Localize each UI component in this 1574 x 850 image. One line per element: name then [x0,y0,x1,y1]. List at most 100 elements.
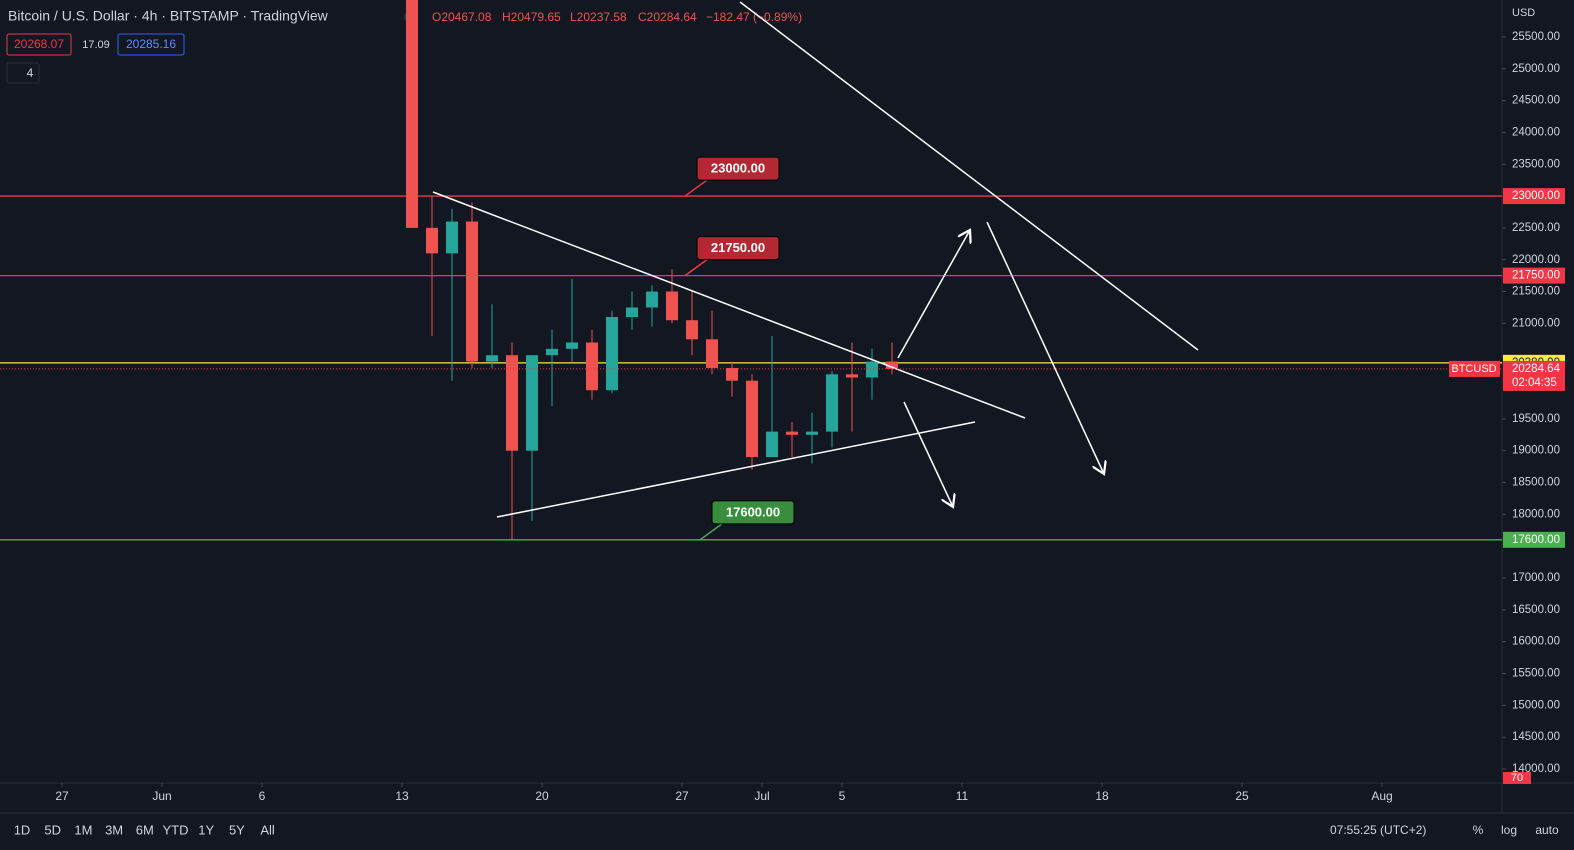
range-button[interactable]: 1D [14,822,31,837]
candle-body [506,355,518,451]
change: −182.47 (−0.89%) [706,10,802,24]
level-axis-tag [1503,531,1565,548]
candle-body [426,227,438,254]
candle-body [706,339,718,368]
candles [406,0,898,540]
candle-body [586,342,598,391]
percent-toggle[interactable]: % [1473,823,1484,837]
y-tick-label: 25500.00 [1512,31,1560,43]
x-tick-label: 27 [675,789,689,803]
y-tick-label: 19000.00 [1512,445,1560,457]
y-tick-label: 16500.00 [1512,604,1560,616]
candle-body [446,221,458,254]
y-tick-label: 14500.00 [1512,731,1560,743]
ask: 20285.16 [126,37,176,51]
range-button[interactable]: 3M [105,822,123,837]
range-button[interactable]: 5D [44,822,61,837]
callout-label: 17600.00 [726,504,780,519]
candle-body [806,431,818,435]
countdown: 02:04:35 [1512,377,1557,389]
currency[interactable]: USD [1512,7,1535,19]
range-button[interactable]: 5Y [229,822,245,837]
candle-body [786,431,798,435]
candle-body [626,307,638,318]
ohlc: C20284.64 [638,10,697,24]
ask-box[interactable] [117,33,185,56]
y-tick-label: 24500.00 [1512,95,1560,107]
level-axis-label: 23000.00 [1512,190,1560,202]
last-price-label: 20284.64 [1512,363,1561,375]
symbol-tag [1449,360,1500,377]
bid-box[interactable] [6,33,72,56]
candle-body [686,320,698,340]
y-tick-label: 19500.00 [1512,413,1560,425]
indicator-count: 4 [27,66,34,80]
x-tick-label: 20 [535,789,549,803]
trend-line [432,191,1026,419]
range-button[interactable]: 6M [136,822,154,837]
candle-body [886,361,898,369]
x-tick-label: 27 [55,789,69,803]
y-tick-label: 15000.00 [1512,699,1560,711]
y-tick-label: 18500.00 [1512,477,1560,489]
candle-body [826,374,838,432]
callout-label: 23000.00 [711,161,765,176]
arrow [897,230,970,359]
candle-body [766,431,778,458]
level-axis-label: 17600.00 [1512,534,1560,546]
trend-line [739,1,1199,351]
level-axis-tag [1503,267,1565,284]
y-tick-label: 18000.00 [1512,508,1560,520]
candle-body [726,367,738,381]
range-button[interactable]: 1Y [198,822,214,837]
volume-label: 70 [1511,772,1523,784]
y-tick-label: 24000.00 [1512,126,1560,138]
level-axis-label: 21750.00 [1512,270,1560,282]
ohlc: O20467.08 [432,10,492,24]
candle-body [646,291,658,308]
indicator-toggle[interactable] [6,62,40,84]
y-tick-label: 21500.00 [1512,286,1560,298]
ohlc: L20237.58 [570,10,627,24]
y-tick-label: 15500.00 [1512,668,1560,680]
candle-body [546,348,558,356]
range-button[interactable]: 1M [74,822,92,837]
bid: 20268.07 [14,37,64,51]
y-tick-label: 16000.00 [1512,636,1560,648]
x-tick-label: 6 [259,789,266,803]
drawings [432,1,1199,518]
candle-body [746,380,758,458]
candle-body [846,374,858,378]
log-toggle[interactable]: log [1501,823,1517,837]
x-tick-label: 18 [1095,789,1109,803]
callout-box [711,500,795,525]
level-axis-tag [1503,188,1565,205]
range-button[interactable]: YTD [163,822,189,837]
candle-body [666,291,678,321]
auto-toggle[interactable]: auto [1535,823,1559,837]
candle-body [486,355,498,362]
callout-pointer [684,259,708,277]
x-tick-label: 25 [1235,789,1249,803]
y-tick-label: 22500.00 [1512,222,1560,234]
clock: 07:55:25 (UTC+2) [1330,823,1426,837]
arrow [986,221,1104,474]
callout-box [696,236,780,261]
ohlc: H20479.65 [502,10,561,24]
callout-pointer [699,523,723,541]
x-tick-label: Jul [754,789,769,803]
candle-body [866,361,878,378]
symbol-tag-label: BTCUSD [1451,363,1496,375]
y-tick-label: 22000.00 [1512,254,1560,266]
range-button[interactable]: All [260,822,275,837]
y-tick-label: 17000.00 [1512,572,1560,584]
candle-body [606,317,618,391]
arrow [903,401,953,507]
x-tick-label: 11 [956,789,969,803]
x-tick-label: Aug [1371,789,1392,803]
callout-label: 21750.00 [711,240,765,255]
trend-line [496,421,976,518]
volume-tag [1503,772,1531,784]
